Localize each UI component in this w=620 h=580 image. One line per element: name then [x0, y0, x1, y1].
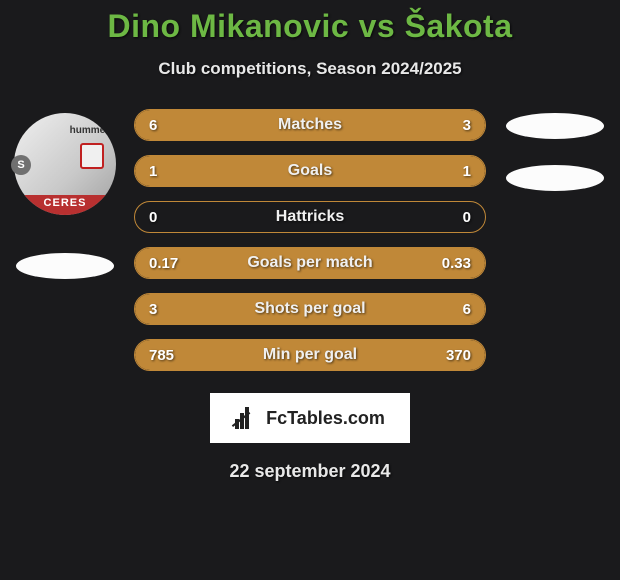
player-right-name-chip-2 — [506, 165, 604, 191]
stat-row: 0.17 0.33 Goals per match — [134, 247, 486, 279]
stat-row: 785 370 Min per goal — [134, 339, 486, 371]
stat-value-right: 6 — [463, 301, 471, 318]
stat-row: 0 0 Hattricks — [134, 201, 486, 233]
page-title: Dino Mikanovic vs Šakota — [0, 8, 620, 45]
stat-value-left: 6 — [149, 117, 157, 134]
stat-value-left: 0.17 — [149, 255, 178, 272]
stat-value-right: 0.33 — [442, 255, 471, 272]
stat-value-left: 785 — [149, 347, 174, 364]
comparison-card: Dino Mikanovic vs Šakota Club competitio… — [0, 0, 620, 482]
brand-badge: FcTables.com — [210, 393, 410, 443]
stat-label: Goals per match — [247, 254, 372, 272]
player-right-name-chip-1 — [506, 113, 604, 139]
stat-value-right: 3 — [463, 117, 471, 134]
jersey-text: CERES — [24, 195, 107, 215]
player-left-column: S CERES — [0, 109, 130, 385]
brand-text: FcTables.com — [266, 408, 385, 429]
status-badge-icon: S — [11, 155, 31, 175]
stat-fill-left — [135, 156, 310, 186]
stat-value-right: 0 — [463, 209, 471, 226]
stat-value-right: 370 — [446, 347, 471, 364]
player-left-name-chip — [16, 253, 114, 279]
stat-value-left: 1 — [149, 163, 157, 180]
footer-date: 22 september 2024 — [0, 461, 620, 482]
stat-row: 3 6 Shots per goal — [134, 293, 486, 325]
stat-value-left: 3 — [149, 301, 157, 318]
player-left-avatar-wrap: S CERES — [14, 113, 116, 215]
player-right-column — [490, 109, 620, 385]
stat-value-right: 1 — [463, 163, 471, 180]
stat-value-left: 0 — [149, 209, 157, 226]
stat-fill-right — [310, 156, 485, 186]
stat-label: Shots per goal — [254, 300, 365, 318]
stat-row: 6 3 Matches — [134, 109, 486, 141]
fctables-logo-icon — [235, 407, 261, 429]
content-row: S CERES 63Matches11Goals00Hattricks0.170… — [0, 109, 620, 385]
page-subtitle: Club competitions, Season 2024/2025 — [0, 59, 620, 79]
stat-label: Goals — [288, 162, 332, 180]
stat-label: Matches — [278, 116, 342, 134]
stats-list: 6 3 Matches 1 1 Goals 0 0 Hattricks 0.17 0.33 Goals… — [130, 109, 490, 385]
stat-label: Min per goal — [263, 346, 357, 364]
stat-label: Hattricks — [276, 208, 344, 226]
stat-row: 1 1 Goals — [134, 155, 486, 187]
